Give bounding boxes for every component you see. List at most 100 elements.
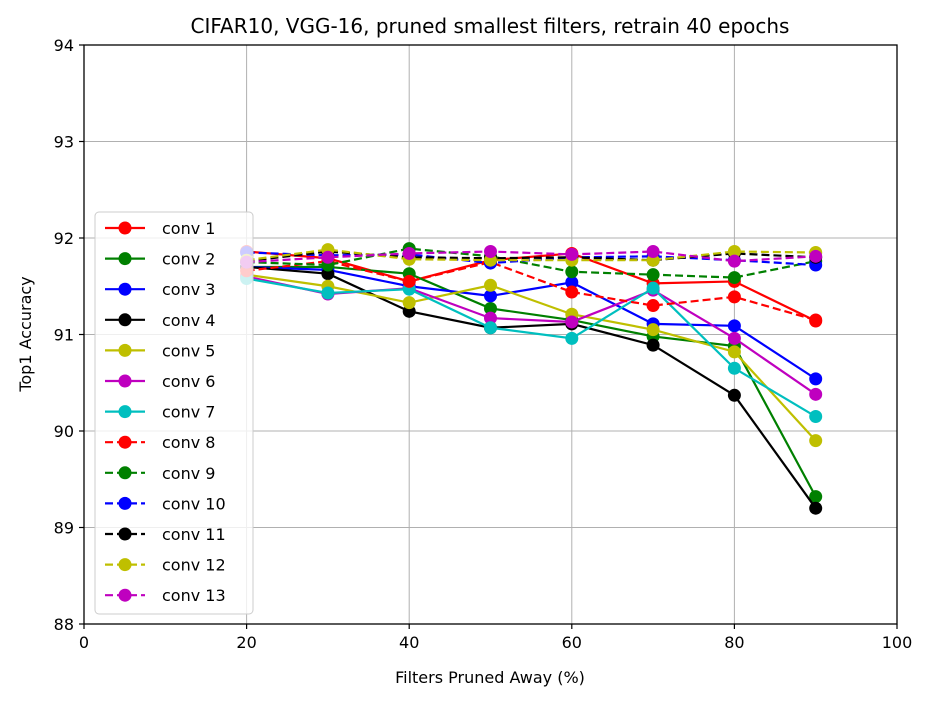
x-tick-label: 0 — [79, 633, 89, 652]
y-tick-label: 90 — [54, 422, 74, 441]
legend-label: conv 1 — [162, 219, 215, 238]
legend-marker — [118, 252, 132, 266]
data-point — [809, 249, 823, 263]
data-point — [809, 501, 823, 515]
series-line — [246, 273, 817, 442]
legend-entry: conv 1 — [105, 219, 215, 238]
data-point — [565, 265, 579, 279]
data-point — [809, 434, 823, 448]
legend-entry: conv 4 — [105, 311, 215, 330]
data-point — [727, 290, 741, 304]
legend-label: conv 4 — [162, 311, 215, 330]
data-point — [809, 410, 823, 424]
data-point — [565, 285, 579, 299]
series-line — [246, 250, 816, 264]
data-point — [727, 345, 741, 359]
legend-marker — [118, 527, 132, 541]
legend-marker — [118, 374, 132, 388]
legend-label: conv 8 — [162, 433, 215, 452]
legend-label: conv 6 — [162, 372, 215, 391]
x-tick-label: 60 — [562, 633, 582, 652]
y-tick-label: 93 — [54, 133, 74, 152]
data-point — [402, 274, 416, 288]
legend-marker — [118, 405, 132, 419]
legend-box — [94, 211, 254, 615]
data-point — [402, 296, 416, 310]
data-point — [646, 245, 660, 259]
data-point — [727, 361, 741, 375]
legend-entry: conv 9 — [105, 464, 215, 483]
legend-marker — [118, 558, 132, 572]
legend-label: conv 2 — [162, 250, 215, 269]
legend-marker — [118, 496, 132, 510]
series-line — [246, 265, 817, 509]
legend-entry: conv 3 — [105, 280, 215, 299]
data-point — [484, 321, 497, 335]
series-line — [246, 277, 817, 418]
data-point — [809, 313, 823, 327]
data-point — [402, 246, 416, 260]
legend-marker — [118, 313, 132, 327]
data-point — [565, 315, 579, 329]
legend-entry: conv 8 — [105, 433, 215, 452]
legend-label: conv 9 — [162, 464, 215, 483]
y-axis-label: Top1 Accuracy — [16, 276, 35, 392]
legend-entry: conv 2 — [105, 250, 215, 269]
data-point — [809, 372, 823, 386]
series-line — [246, 265, 817, 498]
x-tick-label: 100 — [882, 633, 913, 652]
data-point — [646, 299, 660, 313]
chart-title: CIFAR10, VGG-16, pruned smallest filters… — [191, 14, 790, 38]
legend-label: conv 3 — [162, 280, 215, 299]
data-point — [727, 319, 741, 333]
data-point — [565, 247, 579, 261]
legend-marker — [118, 343, 132, 357]
legend-entry: conv 7 — [105, 403, 215, 422]
data-point — [727, 245, 741, 259]
legend-label: conv 13 — [162, 586, 226, 605]
data-point — [321, 286, 335, 300]
data-point — [321, 250, 335, 264]
legend-label: conv 12 — [162, 556, 226, 575]
y-tick-label: 88 — [54, 615, 74, 634]
legend-marker — [118, 282, 132, 296]
data-point — [727, 331, 741, 345]
series-line — [246, 250, 817, 322]
y-tick-label: 91 — [54, 326, 74, 345]
series-line — [246, 250, 816, 263]
y-tick-label: 92 — [54, 229, 74, 248]
legend-entry: conv 11 — [105, 525, 226, 544]
legend-entry: conv 12 — [105, 556, 226, 575]
legend-entry: conv 10 — [105, 494, 226, 513]
x-tick-label: 40 — [399, 633, 419, 652]
data-point — [809, 387, 823, 401]
data-point — [484, 311, 497, 325]
legend-marker — [118, 466, 132, 480]
legend-entry: conv 13 — [105, 586, 226, 605]
data-point — [565, 331, 579, 345]
data-point — [565, 275, 579, 289]
legend-label: conv 10 — [162, 494, 226, 513]
legend-marker — [118, 435, 132, 449]
data-point — [727, 271, 741, 285]
series-layer — [240, 242, 823, 515]
data-point — [484, 245, 497, 259]
legend: conv 1 conv 2 conv 3 conv 4 conv 5 conv 6 conv… — [94, 211, 254, 615]
data-point — [484, 301, 497, 315]
data-point — [646, 323, 660, 337]
data-point — [727, 388, 741, 402]
data-point — [809, 490, 823, 504]
x-axis-label: Filters Pruned Away (%) — [395, 668, 585, 687]
y-tick-label: 89 — [54, 519, 74, 538]
series-line — [246, 260, 817, 322]
legend-label: conv 7 — [162, 403, 215, 422]
ticks: 0 20 40 60 80 100 88 89 90 91 92 93 94 — [54, 36, 913, 652]
legend-entry: conv 6 — [105, 372, 215, 391]
x-tick-label: 20 — [236, 633, 256, 652]
series-line — [246, 265, 817, 380]
legend-entry: conv 5 — [105, 341, 215, 360]
legend-label: conv 5 — [162, 341, 215, 360]
x-tick-label: 80 — [724, 633, 744, 652]
data-point — [646, 268, 660, 282]
